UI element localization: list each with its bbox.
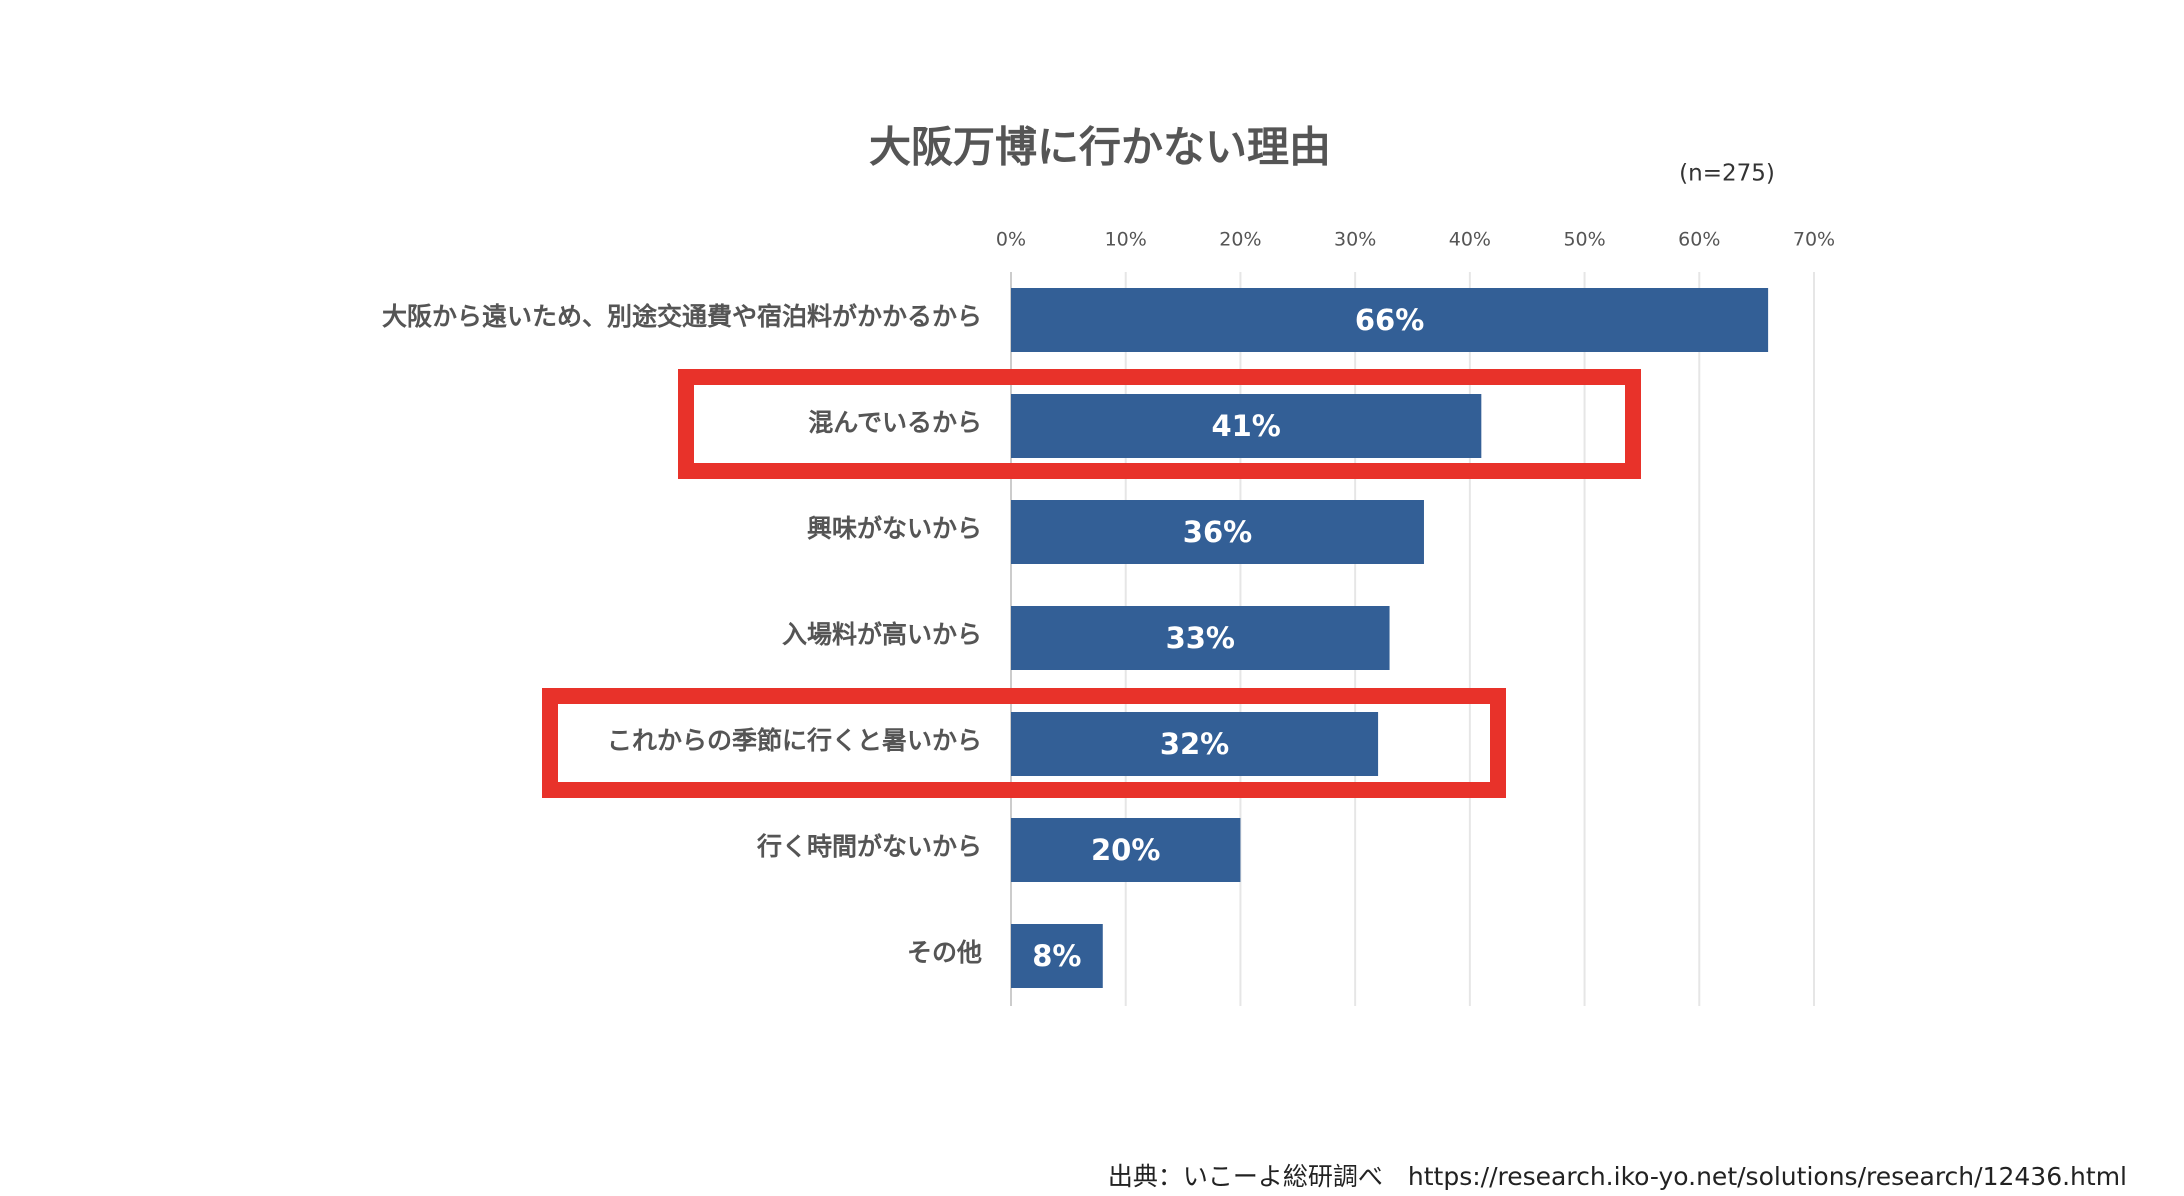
y-tick-label: 入場料が高いから	[782, 620, 982, 649]
sample-size: (n=275)	[1679, 161, 1775, 187]
bar	[1011, 500, 1424, 564]
value-label: 8%	[1032, 939, 1081, 973]
y-tick-label: 行く時間がないから	[756, 832, 982, 861]
x-tick-label: 20%	[1219, 229, 1261, 251]
bar	[1011, 924, 1103, 988]
value-label: 36%	[1183, 515, 1252, 549]
x-tick-label: 10%	[1105, 229, 1147, 251]
x-tick-label: 40%	[1449, 229, 1491, 251]
x-tick-label: 70%	[1793, 229, 1835, 251]
y-tick-label: その他	[907, 938, 982, 967]
value-label: 20%	[1091, 833, 1160, 867]
bar	[1011, 394, 1482, 458]
y-tick-label: 大阪から遠いため、別途交通費や宿泊料がかかるから	[382, 302, 982, 331]
x-tick-label: 30%	[1334, 229, 1376, 251]
bar	[1011, 606, 1390, 670]
x-tick-label: 0%	[996, 229, 1026, 251]
source: 出典：いこーよ総研調べ https://research.iko-yo.net/…	[1108, 1162, 2127, 1191]
highlight-box	[542, 688, 1506, 798]
y-tick-label: 混んでいるから	[808, 408, 982, 437]
value-label: 66%	[1355, 303, 1424, 337]
highlight-box	[678, 369, 1641, 479]
value-label: 33%	[1166, 621, 1235, 655]
x-tick-label: 50%	[1563, 229, 1605, 251]
y-tick-label: 興味がないから	[807, 514, 982, 543]
value-label: 41%	[1211, 409, 1280, 443]
bar	[1011, 712, 1379, 776]
bar	[1011, 818, 1241, 882]
x-tick-label: 60%	[1678, 229, 1720, 251]
chart-title: 大阪万博に行かない理由	[869, 123, 1331, 172]
plot-area: 0% 10% 20% 30% 40% 50% 60% 70% 大阪から遠いため、別途交通費や宿泊…	[382, 229, 1835, 1006]
value-label: 32%	[1160, 727, 1229, 761]
bar	[1011, 288, 1769, 352]
y-tick-label: これからの季節に行くと暑いから	[607, 726, 982, 755]
